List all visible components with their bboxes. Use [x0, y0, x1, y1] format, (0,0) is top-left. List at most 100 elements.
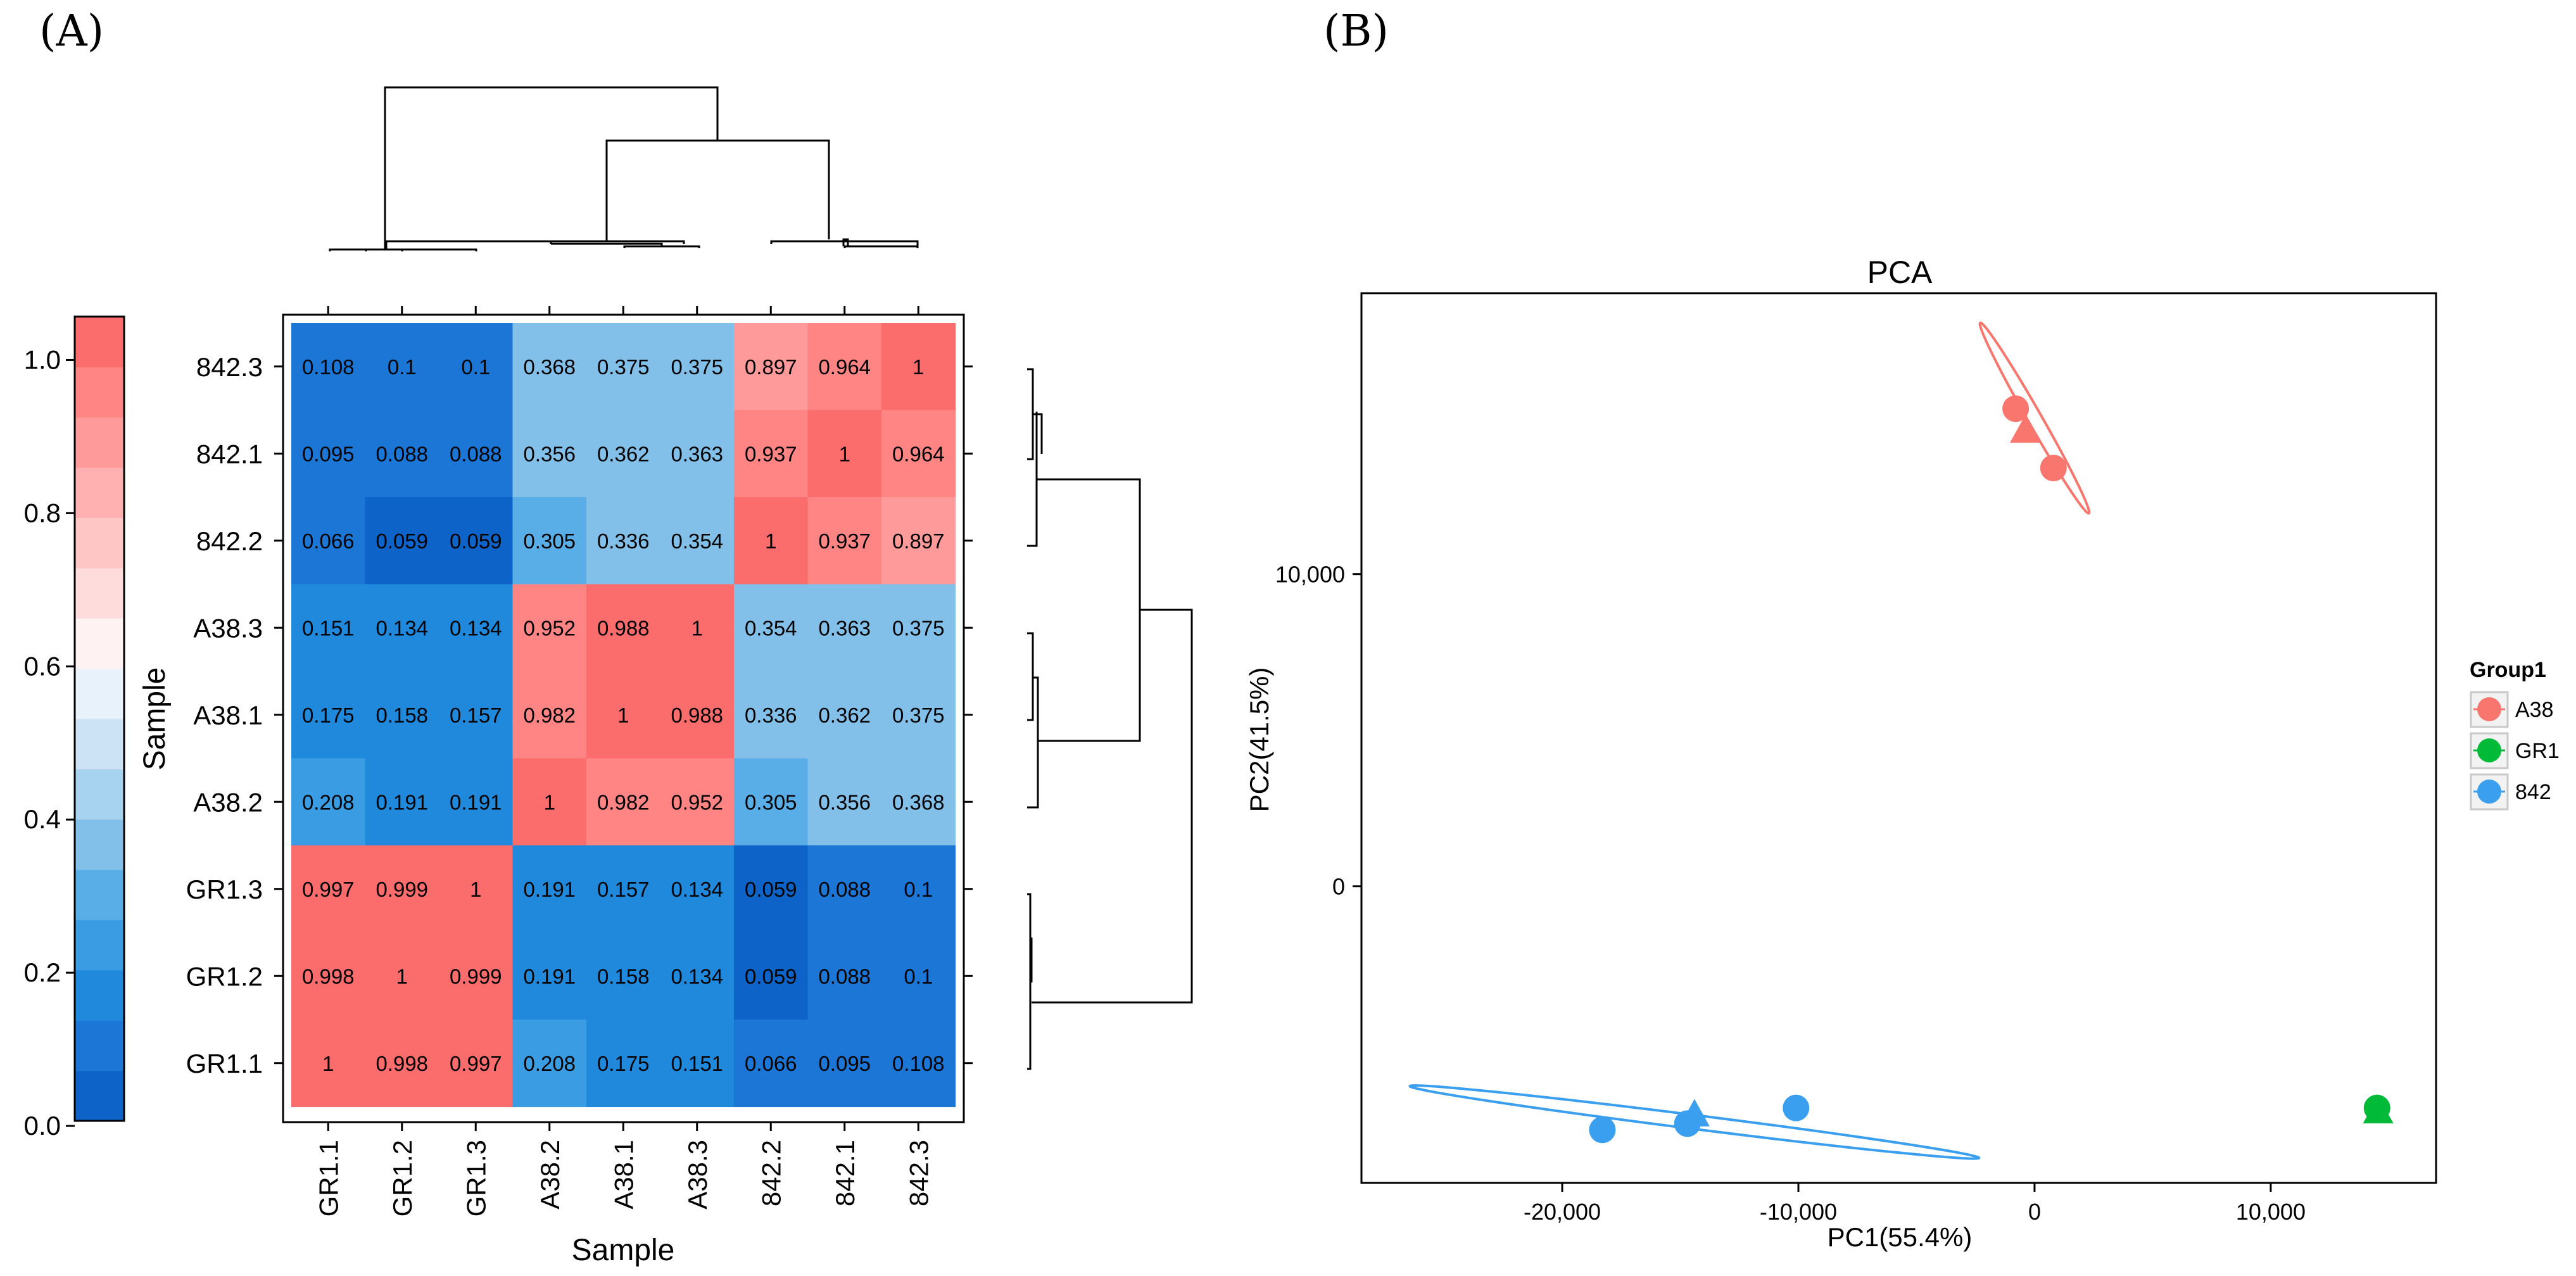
- heatmap-cell-label: 0.158: [376, 704, 428, 727]
- column-dendrogram: [329, 86, 919, 251]
- heatmap-cell-label: 0.354: [671, 529, 723, 553]
- heatmap-cell-label: 0.368: [892, 790, 945, 814]
- heatmap-cell: [512, 845, 587, 933]
- heatmap-cell-label: 0.368: [523, 355, 576, 379]
- heatmap-col-label: GR1.1: [313, 1140, 343, 1216]
- heatmap-row-label: 842.1: [196, 439, 263, 469]
- heatmap-cell: [365, 845, 439, 933]
- heatmap-cell: [586, 932, 661, 1020]
- heatmap-cell: [881, 497, 956, 585]
- heatmap-xlabel: Sample: [572, 1234, 675, 1267]
- heatmap-cell: [660, 758, 735, 846]
- heatmap-cell-label: 0.1: [461, 355, 490, 379]
- heatmap-cell: [807, 1020, 882, 1108]
- heatmap-cell: [439, 1020, 514, 1108]
- heatmap-cell-label: 0.999: [376, 878, 428, 901]
- pca-y-tick-label: 10,000: [1275, 562, 1345, 588]
- heatmap-cell-label: 0.998: [302, 964, 355, 988]
- colorbar-segment: [75, 618, 124, 669]
- heatmap-cell-label: 0.952: [523, 616, 576, 640]
- heatmap-cell: [291, 932, 366, 1020]
- pca-x-tick-label: -10,000: [1760, 1199, 1837, 1225]
- heatmap-cell-label: 0.1: [904, 878, 933, 901]
- heatmap-cell: [512, 410, 587, 498]
- heatmap-cell-label: 0.157: [597, 878, 650, 901]
- heatmap-cell-label: 1: [470, 878, 481, 901]
- heatmap-cell: [660, 1020, 735, 1108]
- heatmap-cell-label: 0.088: [818, 964, 871, 988]
- pca-x-tick-label: 10,000: [2236, 1199, 2306, 1225]
- heatmap-col-label: A38.2: [535, 1140, 565, 1210]
- heatmap-cell-label: 0.999: [450, 964, 502, 988]
- heatmap-cell: [734, 1020, 809, 1108]
- heatmap-cell: [291, 671, 366, 759]
- heatmap-cell: [734, 758, 809, 846]
- colorbar-segment: [75, 567, 124, 619]
- heatmap-cell: [660, 323, 735, 411]
- heatmap-cell: [439, 323, 514, 411]
- heatmap-cell-label: 0.988: [597, 616, 650, 640]
- row-dendrogram: [1027, 368, 1193, 1070]
- heatmap-cell-label: 0.088: [376, 442, 428, 465]
- heatmap-col-label: 842.3: [904, 1140, 933, 1206]
- legend-label-842: 842: [2515, 780, 2551, 804]
- heatmap-cell: [365, 584, 439, 672]
- heatmap-row-label: 842.3: [196, 352, 263, 382]
- pca-point-A38: [2010, 415, 2041, 443]
- pca-point-A38: [2002, 395, 2030, 422]
- heatmap-cell: [586, 323, 661, 411]
- colorbar-segment: [75, 517, 124, 569]
- heatmap-row-label: GR1.2: [186, 961, 263, 991]
- heatmap-cell-label: 0.375: [671, 355, 723, 379]
- heatmap-cell-label: 0.059: [376, 529, 428, 553]
- heatmap-cell: [881, 932, 956, 1020]
- heatmap-cell: [512, 758, 587, 846]
- heatmap-cell: [365, 497, 439, 585]
- heatmap-cell-label: 0.356: [818, 790, 871, 814]
- colorbar-frame: [73, 315, 125, 1122]
- heatmap-cell-label: 0.208: [302, 790, 355, 814]
- heatmap-cell-label: 0.937: [745, 442, 797, 465]
- heatmap-cell: [807, 584, 882, 672]
- legend-label-GR1: GR1: [2515, 739, 2560, 763]
- heatmap-cell: [660, 584, 735, 672]
- pca-point-842: [1674, 1110, 1701, 1137]
- heatmap-cell-label: 0.158: [597, 964, 650, 988]
- heatmap-cell-label: 0.336: [597, 529, 650, 553]
- heatmap-cell: [365, 671, 439, 759]
- heatmap-col-label: GR1.3: [461, 1140, 491, 1216]
- heatmap-cell: [881, 410, 956, 498]
- heatmap-cell-label: 0.897: [892, 529, 945, 553]
- heatmap-cell-label: 0.134: [376, 616, 428, 640]
- heatmap-cell: [734, 323, 809, 411]
- pca-x-tick-label: 0: [2028, 1199, 2041, 1225]
- heatmap-cell-label: 0.952: [671, 790, 723, 814]
- heatmap-cell: [881, 845, 956, 933]
- heatmap-cell: [807, 323, 882, 411]
- heatmap-col-label: 842.1: [830, 1140, 860, 1206]
- heatmap-cell: [881, 323, 956, 411]
- heatmap-col-label: GR1.2: [388, 1140, 417, 1216]
- pca-ylabel: PC2(41.5%): [1244, 667, 1274, 812]
- heatmap-cell-label: 0.095: [818, 1052, 871, 1075]
- heatmap-cell: [807, 758, 882, 846]
- colorbar-segment: [75, 668, 124, 719]
- heatmap-cell: [734, 410, 809, 498]
- heatmap-cell: [807, 845, 882, 933]
- heatmap-cell: [365, 1020, 439, 1108]
- heatmap-cell-label: 0.088: [818, 878, 871, 901]
- heatmap: 0.108 0.1 0.1 0.368 0.375 0.375 0.897 0.964 1 0.0…: [186, 306, 973, 1216]
- colorbar-segment: [75, 1070, 124, 1121]
- heatmap-cell: [291, 323, 366, 411]
- heatmap-cell-label: 0.997: [450, 1052, 502, 1075]
- heatmap-row-label: A38.2: [193, 787, 263, 817]
- legend-dot-842: [2477, 780, 2501, 804]
- heatmap-cell-label: 0.134: [671, 964, 723, 988]
- heatmap-cell-label: 0.175: [597, 1052, 650, 1075]
- heatmap-cell-label: 0.988: [671, 704, 723, 727]
- pca-point-A38: [2040, 455, 2067, 482]
- panel-a-label: (A): [39, 6, 104, 56]
- heatmap-cell-label: 0.059: [745, 964, 797, 988]
- colorbar-segment: [75, 317, 124, 367]
- heatmap-cell-label: 0.066: [745, 1052, 797, 1075]
